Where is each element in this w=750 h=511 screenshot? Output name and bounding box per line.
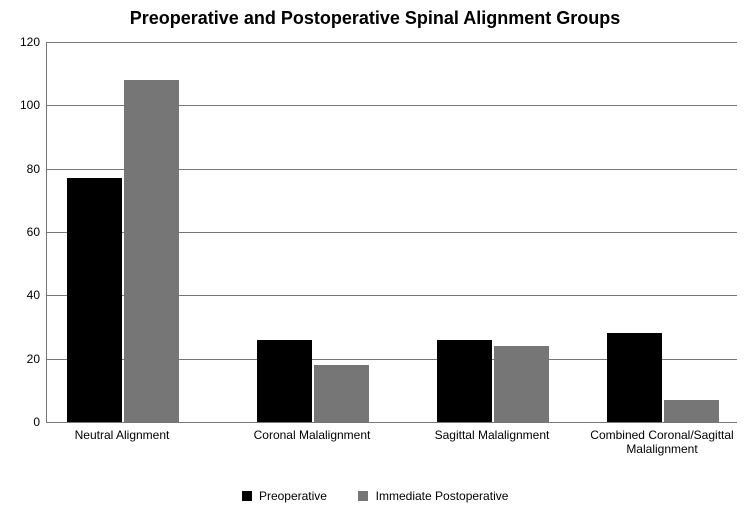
ytick-label: 60 <box>4 225 40 239</box>
bar-immediate-postoperative <box>124 80 179 422</box>
bar-preoperative <box>607 333 662 422</box>
legend-swatch-postoperative <box>358 491 368 501</box>
ytick-label: 40 <box>4 288 40 302</box>
bar-preoperative <box>437 340 492 422</box>
legend: Preoperative Immediate Postoperative <box>0 488 750 503</box>
legend-item-preoperative: Preoperative <box>242 488 327 503</box>
bar-immediate-postoperative <box>314 365 369 422</box>
bar-preoperative <box>67 178 122 422</box>
chart-title: Preoperative and Postoperative Spinal Al… <box>0 8 750 29</box>
legend-label-postoperative: Immediate Postoperative <box>376 489 509 503</box>
xtick-label: Sagittal Malalignment <box>407 428 577 442</box>
legend-item-postoperative: Immediate Postoperative <box>358 488 508 503</box>
bar-immediate-postoperative <box>664 400 719 422</box>
ytick-label: 20 <box>4 352 40 366</box>
ytick-label: 100 <box>4 98 40 112</box>
chart-container: Preoperative and Postoperative Spinal Al… <box>0 0 750 511</box>
xtick-label: Coronal Malalignment <box>227 428 397 442</box>
legend-label-preoperative: Preoperative <box>259 489 327 503</box>
gridline <box>47 42 737 43</box>
xtick-label: Combined Coronal/Sagittal Malalignment <box>577 428 747 457</box>
legend-swatch-preoperative <box>242 491 252 501</box>
ytick-label: 80 <box>4 162 40 176</box>
bar-preoperative <box>257 340 312 422</box>
ytick-label: 0 <box>4 415 40 429</box>
xtick-label: Neutral Alignment <box>37 428 207 442</box>
plot-area <box>46 42 737 423</box>
bar-immediate-postoperative <box>494 346 549 422</box>
ytick-label: 120 <box>4 35 40 49</box>
